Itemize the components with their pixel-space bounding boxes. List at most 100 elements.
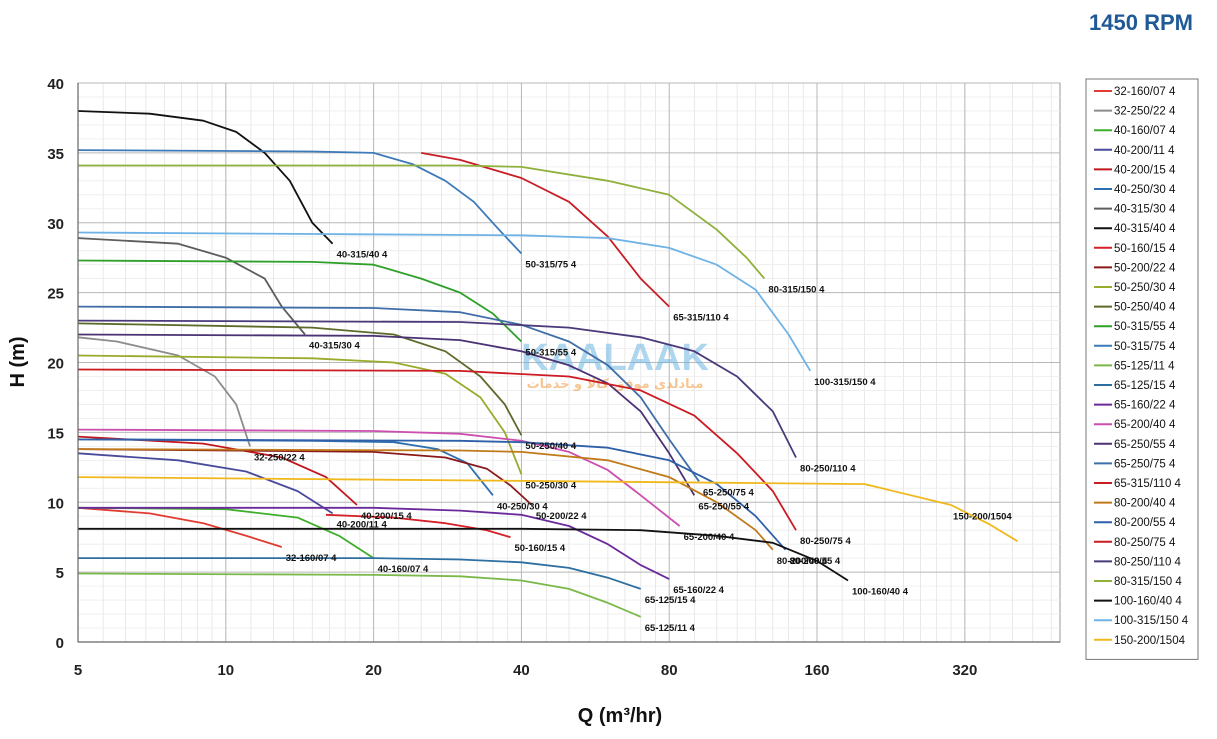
series-line	[77, 149, 523, 255]
curve-label: 40-315/40 4	[337, 250, 388, 261]
series-line	[77, 506, 375, 559]
legend-entry: 80-250/110 4	[1114, 556, 1182, 568]
series-line	[77, 237, 306, 336]
curve-label: 65-160/22 4	[673, 585, 724, 596]
series-lines	[77, 110, 1019, 618]
legend-entry: 50-160/15 4	[1114, 243, 1176, 255]
series-line	[78, 557, 641, 590]
series-line	[77, 476, 1019, 543]
curve-label: 32-160/07 4	[286, 553, 337, 564]
legend-entry: 80-315/150 4	[1114, 576, 1182, 588]
curve-label: 40-315/30 4	[309, 341, 360, 352]
y-axis-label: H (m)	[7, 336, 29, 387]
x-tick-label: 40	[513, 662, 530, 679]
legend-entry: 150-200/1504	[1114, 635, 1186, 647]
legend-entry: 32-160/07 4	[1114, 86, 1176, 98]
legend-entry: 65-125/11 4	[1114, 360, 1175, 372]
x-tick-label: 80	[661, 662, 678, 679]
curve-label: 65-250/75 4	[703, 487, 754, 498]
curve-label: 80-200/40 4	[777, 556, 828, 567]
y-tick-label: 0	[56, 635, 64, 652]
y-tick-label: 30	[47, 216, 64, 233]
legend-entry: 40-200/15 4	[1114, 164, 1176, 176]
series-line	[78, 527, 849, 582]
series-line	[77, 368, 797, 531]
legend-entry: 65-250/55 4	[1114, 439, 1176, 451]
curve-label: 80-200/55 4	[789, 556, 840, 567]
y-tick-label: 5	[56, 565, 64, 582]
legend-entry: 50-250/30 4	[1114, 282, 1176, 294]
series-line	[77, 319, 797, 458]
legend-entry: 65-200/40 4	[1114, 419, 1176, 431]
series-line	[77, 333, 696, 496]
rpm-title: 1450 RPM	[1089, 10, 1193, 35]
x-axis-label: Q (m³/hr)	[578, 705, 662, 727]
curve-label: 50-315/75 4	[525, 259, 576, 270]
curve-label: 40-200/15 4	[361, 511, 412, 522]
legend-entry: 80-250/75 4	[1114, 537, 1176, 549]
y-tick-label: 10	[47, 495, 64, 512]
curve-labels: 32-160/07 4 32-250/22 4 40-160/07 4 40-200/…	[254, 250, 1012, 634]
y-tick-label: 20	[47, 356, 64, 373]
legend-entry: 40-250/30 4	[1114, 184, 1176, 196]
watermark-sub: مبادلدی موفق کالا و خدمات	[527, 377, 704, 392]
series-line	[421, 152, 670, 308]
series-line	[77, 448, 533, 506]
legend-entry: 80-200/55 4	[1114, 517, 1176, 529]
legend-entry: 40-160/07 4	[1114, 125, 1176, 137]
curve-label: 100-315/150 4	[814, 377, 876, 388]
legend: 32-160/07 4 32-250/22 4 40-160/07 4 40-200/…	[1085, 78, 1199, 660]
curve-label: 80-315/150 4	[768, 285, 825, 296]
legend-entry: 65-125/15 4	[1114, 380, 1176, 392]
series-line	[77, 259, 523, 343]
series-line	[77, 110, 334, 245]
curve-label: 40-160/07 4	[378, 564, 429, 575]
legend-entry: 65-315/110 4	[1114, 478, 1182, 490]
series-line	[77, 322, 523, 436]
x-tick-label: 320	[952, 662, 977, 679]
series-line	[77, 435, 358, 506]
curve-label: 65-125/15 4	[645, 595, 696, 606]
series-line	[77, 231, 812, 372]
legend-box	[1085, 78, 1199, 660]
legend-entry: 40-315/30 4	[1114, 204, 1176, 216]
x-tick-label: 10	[217, 662, 234, 679]
legend-entry: 40-315/40 4	[1114, 223, 1176, 235]
curve-label: 40-200/11 4	[337, 519, 388, 530]
legend-entry: 50-250/40 4	[1114, 302, 1176, 314]
legend-entry: 32-250/22 4	[1114, 106, 1176, 118]
y-tick-label: 40	[47, 76, 64, 93]
series-line	[77, 506, 283, 548]
curve-label: 40-250/30 4	[497, 501, 548, 512]
y-tick-label: 35	[47, 146, 64, 163]
series-line	[77, 452, 334, 515]
legend-entry: 100-315/150 4	[1114, 615, 1189, 627]
curve-label: 65-200/40 4	[684, 532, 735, 543]
legend-entry: 80-200/40 4	[1114, 498, 1176, 510]
legend-entry: 50-315/55 4	[1114, 321, 1176, 333]
curve-label: 150-200/1504	[953, 511, 1012, 522]
series-line	[77, 305, 700, 482]
legend-entry: 65-160/22 4	[1114, 400, 1176, 412]
series-line	[77, 336, 251, 447]
curve-label: 50-315/55 4	[525, 348, 576, 359]
curve-label: 65-125/11 4	[645, 623, 696, 634]
legend-entry: 100-160/40 4	[1114, 596, 1182, 608]
series-line	[78, 506, 670, 580]
y-tick-label: 25	[47, 286, 64, 303]
curve-label: 80-250/75 4	[800, 536, 851, 547]
curve-label: 50-250/40 4	[525, 441, 576, 452]
legend-entry: 50-200/22 4	[1114, 262, 1176, 274]
grid	[77, 82, 1061, 643]
series-line	[78, 164, 766, 280]
x-tick-label: 20	[365, 662, 382, 679]
curve-label: 50-160/15 4	[514, 543, 565, 554]
series-line	[325, 513, 511, 539]
curve-label: 50-200/22 4	[536, 511, 587, 522]
curve-label: 32-250/22 4	[254, 452, 305, 463]
curve-label: 100-160/40 4	[852, 587, 909, 598]
series-line	[77, 438, 787, 551]
curve-label: 50-250/30 4	[525, 480, 576, 491]
